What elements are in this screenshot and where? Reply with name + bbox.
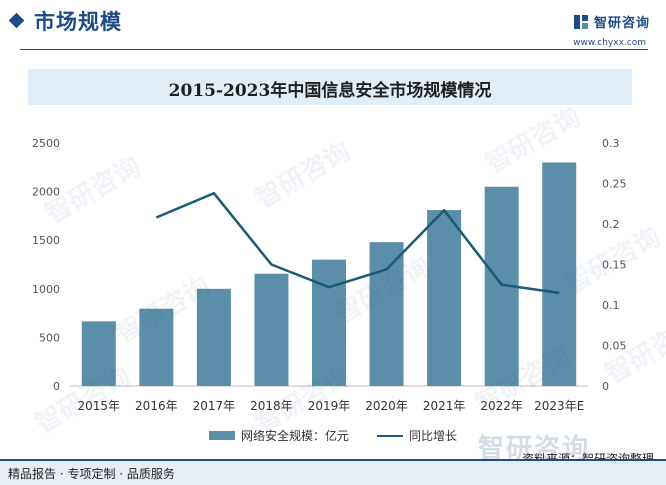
header-divider (20, 49, 648, 50)
legend-bar-swatch (208, 431, 235, 440)
legend-item-line: 同比增长 (377, 427, 457, 444)
footer-divider (0, 459, 666, 461)
header: 市场规模 智研咨询 www.chyxx.com (0, 0, 666, 50)
brand-logo-icon (573, 14, 588, 29)
y-left-tick-label: 1500 (32, 234, 60, 247)
y-right-tick-label: 0.1 (602, 299, 620, 312)
y-right-tick-label: 0.05 (602, 340, 627, 353)
y-left-tick-label: 1000 (32, 283, 60, 296)
bar (542, 162, 577, 386)
y-right-tick-label: 0.15 (602, 259, 627, 272)
legend-item-bar: 网络安全规模：亿元 (208, 427, 349, 444)
chart-legend: 网络安全规模：亿元 同比增长 (0, 427, 666, 444)
y-right-tick-label: 0 (602, 380, 609, 393)
y-left-tick-label: 0 (53, 380, 60, 393)
growth-line (155, 191, 560, 295)
x-tick-label: 2022年 (480, 399, 523, 413)
x-tick-label: 2018年 (250, 399, 293, 413)
brand[interactable]: 智研咨询 (573, 12, 650, 31)
footer-tagline: 精品报告 · 专项定制 · 品质服务 (8, 467, 175, 481)
bar (254, 273, 289, 386)
x-tick-label: 2017年 (193, 399, 236, 413)
section-title: 市场规模 (34, 10, 122, 34)
bar (369, 242, 404, 386)
legend-line-label: 同比增长 (409, 429, 458, 443)
y-left-tick-label: 2000 (32, 186, 60, 199)
bar (312, 259, 346, 386)
x-tick-label: 2023年E (534, 399, 584, 413)
y-right-tick-label: 0.3 (602, 137, 620, 150)
brand-name: 智研咨询 (593, 16, 650, 31)
x-tick-label: 2021年 (423, 399, 466, 413)
brand-url[interactable]: www.chyxx.com (573, 38, 646, 48)
bar (139, 308, 174, 386)
x-tick-label: 2015年 (78, 399, 121, 413)
legend-line-swatch (377, 434, 403, 437)
legend-bar-label: 网络安全规模：亿元 (240, 429, 349, 443)
chart-title: 2015-2023年中国信息安全市场规模情况 (168, 81, 492, 101)
x-tick-label: 2019年 (308, 399, 351, 413)
y-right-tick-label: 0.25 (602, 178, 627, 191)
chart-title-band: 2015-2023年中国信息安全市场规模情况 (28, 69, 632, 105)
y-right-tick-label: 0.2 (602, 218, 620, 231)
footer-band: 精品报告 · 专项定制 · 品质服务 (0, 461, 666, 485)
x-tick-label: 2016年 (135, 399, 178, 413)
bar (81, 321, 116, 386)
x-tick-label: 2020年 (365, 399, 408, 413)
y-left-tick-label: 500 (39, 331, 60, 344)
y-left-tick-label: 2500 (32, 137, 60, 150)
bar (427, 210, 462, 386)
bar (196, 288, 231, 386)
